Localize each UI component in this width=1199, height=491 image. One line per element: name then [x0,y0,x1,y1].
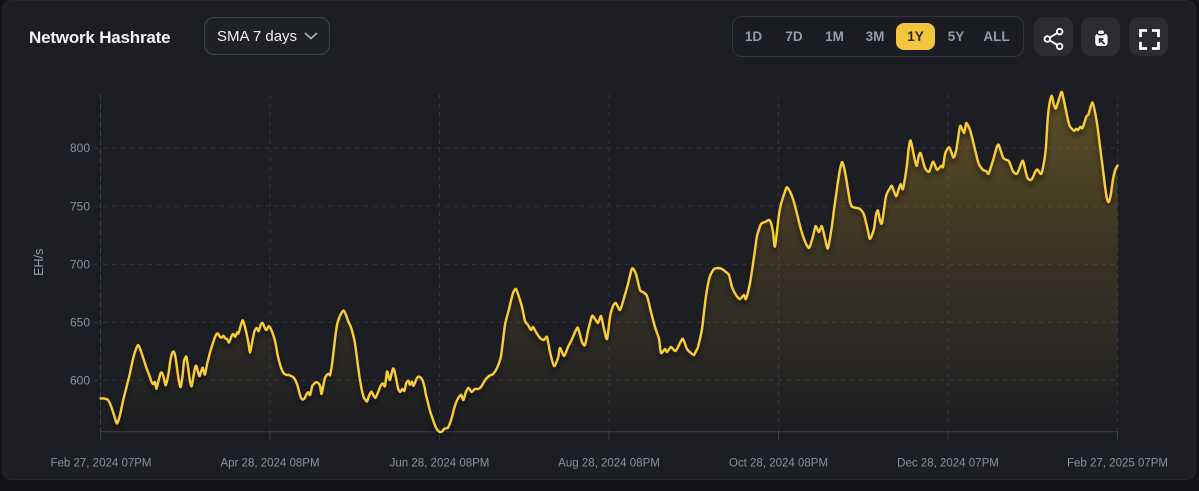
svg-text:650: 650 [70,315,90,329]
svg-text:EH/s: EH/s [32,249,46,276]
svg-text:Aug 28, 2024 08PM: Aug 28, 2024 08PM [558,457,660,469]
svg-text:750: 750 [70,199,90,213]
svg-text:Feb 27, 2024 07PM: Feb 27, 2024 07PM [50,457,151,469]
svg-text:Jun 28, 2024 08PM: Jun 28, 2024 08PM [390,457,490,469]
svg-text:Dec 28, 2024 07PM: Dec 28, 2024 07PM [897,457,999,469]
svg-text:Feb 27, 2025 07PM: Feb 27, 2025 07PM [1067,457,1168,469]
svg-text:700: 700 [70,257,90,271]
svg-text:Apr 28, 2024 08PM: Apr 28, 2024 08PM [220,457,319,469]
svg-text:Oct 28, 2024 08PM: Oct 28, 2024 08PM [729,457,828,469]
svg-text:800: 800 [70,141,90,155]
svg-text:600: 600 [70,374,90,388]
